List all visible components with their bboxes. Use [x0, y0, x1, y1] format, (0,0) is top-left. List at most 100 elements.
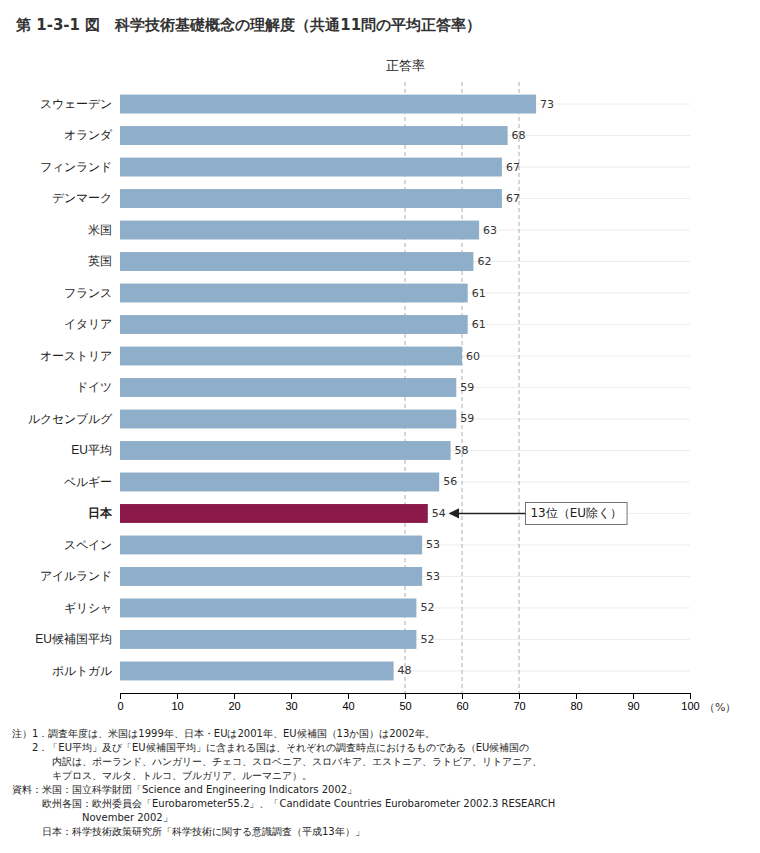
note: November 2002」 — [12, 812, 173, 823]
x-tick: 40 — [342, 693, 354, 712]
y-tick-label: ルクセンブルグ — [28, 412, 113, 426]
data-label: 68 — [512, 129, 526, 142]
x-tick: 20 — [228, 693, 240, 712]
data-label: 53 — [426, 570, 440, 583]
y-tick-label: デンマーク — [52, 191, 112, 205]
y-tick-label: スウェーデン — [40, 97, 112, 111]
plot: 0 10 20 30 40 50 60 70 80 90 100 スウェーデンオランダフィンランドデン… — [28, 58, 736, 714]
bar — [120, 630, 416, 649]
data-label: 61 — [472, 318, 486, 331]
reference-line — [519, 82, 520, 693]
y-tick-label: フランス — [64, 286, 112, 300]
data-label: 67 — [506, 192, 520, 205]
y-tick: ポルトガル — [52, 664, 112, 678]
x-axis-line — [121, 694, 691, 700]
data-label: 56 — [443, 475, 457, 488]
y-tick-label: フィンランド — [40, 160, 112, 174]
note: 欧州各国：欧州委員会「Eurobarometer55.2」、「Candidate… — [12, 798, 555, 809]
x-axis: 0 10 20 30 40 50 60 70 80 90 100 — [117, 693, 699, 712]
x-tick-label: 70 — [513, 700, 525, 712]
data-label: 59 — [460, 412, 474, 425]
y-tick: ドイツ — [76, 380, 112, 394]
x-tick-mark — [405, 693, 406, 699]
x-tick-label: 50 — [399, 700, 411, 712]
y-tick-label: アイルランド — [40, 569, 112, 583]
y-tick-label: EU候補国平均 — [35, 632, 112, 646]
y-tick-label: ギリシャ — [64, 601, 112, 615]
bar — [120, 95, 536, 114]
annotation-arrow — [450, 513, 526, 515]
x-tick-label: 90 — [627, 700, 639, 712]
x-tick-mark — [576, 693, 577, 699]
data-label: 53 — [426, 538, 440, 551]
y-tick: スウェーデン — [40, 97, 112, 111]
x-axis-unit: （%） — [704, 701, 736, 714]
x-tick-mark — [519, 693, 520, 699]
y-tick-label: オランダ — [64, 128, 113, 142]
x-tick-label: 60 — [456, 700, 468, 712]
y-tick-label: 日本 — [88, 506, 113, 520]
x-tick-label: 30 — [285, 700, 297, 712]
data-label: 63 — [483, 224, 497, 237]
x-tick-mark — [462, 693, 463, 699]
data-label: 58 — [455, 444, 469, 457]
x-tick-mark — [633, 693, 634, 699]
x-tick-mark — [690, 693, 691, 699]
x-tick: 60 — [456, 693, 468, 712]
x-tick-label: 80 — [570, 700, 582, 712]
marks — [120, 82, 690, 693]
y-tick-label: スペイン — [64, 538, 112, 552]
bar — [120, 189, 502, 208]
note: 注）1．調査年度は、米国は1999年、日本・EUは2001年、EU候補国（13か… — [12, 728, 435, 739]
x-tick-mark — [234, 693, 235, 699]
bar — [120, 567, 422, 586]
y-tick: 英国 — [88, 254, 112, 268]
data-label: 52 — [420, 633, 434, 646]
bar — [120, 662, 394, 681]
bar — [120, 599, 416, 618]
x-tick: 90 — [627, 693, 639, 712]
x-tick: 30 — [285, 693, 297, 712]
y-tick: イタリア — [64, 317, 112, 331]
y-tick-label: イタリア — [64, 317, 112, 331]
bar — [120, 347, 462, 366]
note: 日本：科学技術政策研究所「科学技術に関する意識調査（平成13年）」 — [12, 826, 365, 837]
x-tick-mark — [120, 693, 121, 699]
y-tick: フィンランド — [40, 160, 112, 174]
data-label: 48 — [398, 664, 412, 677]
bar — [120, 536, 422, 555]
y-tick: 日本 — [88, 506, 113, 520]
data-label: 60 — [466, 350, 480, 363]
x-tick: 0 — [117, 693, 123, 712]
data-label: 62 — [477, 255, 491, 268]
y-tick: ギリシャ — [64, 601, 112, 615]
bar — [120, 441, 451, 460]
note: 2．「EU平均」及び「EU候補国平均」に含まれる国は、それぞれの調査時点における… — [12, 742, 529, 753]
x-tick: 50 — [399, 693, 411, 712]
y-tick: デンマーク — [52, 191, 112, 205]
bar — [120, 410, 456, 429]
note: キプロス、マルタ、トルコ、ブルガリア、ルーマニア）。 — [12, 770, 312, 781]
bar — [120, 378, 456, 397]
bar — [120, 284, 468, 303]
y-tick: ベルギー — [64, 475, 112, 489]
x-tick-label: 0 — [117, 700, 123, 712]
x-tick-label: 10 — [171, 700, 183, 712]
y-axis: スウェーデンオランダフィンランドデンマーク米国英国フランスイタリアオーストリアド… — [28, 97, 113, 678]
data-label: 54 — [432, 507, 446, 520]
y-tick-label: 英国 — [88, 254, 112, 268]
data-label: 59 — [460, 381, 474, 394]
y-tick: スペイン — [64, 538, 112, 552]
y-tick: EU候補国平均 — [35, 632, 112, 646]
x-tick-label: 100 — [681, 700, 699, 712]
y-tick-label: ポルトガル — [52, 664, 112, 678]
note: 資料：米国：国立科学財団「Science and Engineering Ind… — [12, 784, 357, 795]
y-tick: フランス — [64, 286, 112, 300]
bar — [120, 504, 428, 523]
bar — [120, 221, 479, 240]
y-tick-label: EU平均 — [71, 443, 112, 457]
bar — [120, 126, 508, 145]
bar — [120, 158, 502, 177]
x-tick-label: 20 — [228, 700, 240, 712]
bar — [120, 315, 468, 334]
